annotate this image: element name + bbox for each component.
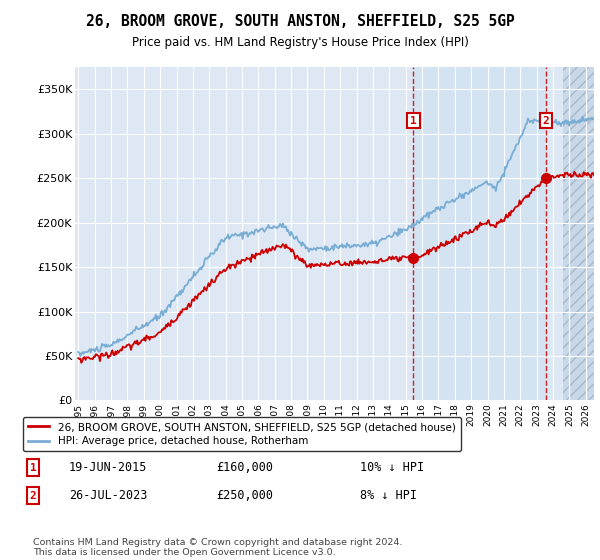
Text: 26-JUL-2023: 26-JUL-2023 (69, 489, 148, 502)
Legend: 26, BROOM GROVE, SOUTH ANSTON, SHEFFIELD, S25 5GP (detached house), HPI: Average: 26, BROOM GROVE, SOUTH ANSTON, SHEFFIELD… (23, 417, 461, 451)
Text: 10% ↓ HPI: 10% ↓ HPI (360, 461, 424, 474)
Text: 1: 1 (29, 463, 37, 473)
Text: £250,000: £250,000 (216, 489, 273, 502)
Text: 26, BROOM GROVE, SOUTH ANSTON, SHEFFIELD, S25 5GP: 26, BROOM GROVE, SOUTH ANSTON, SHEFFIELD… (86, 14, 514, 29)
Text: 2: 2 (542, 115, 550, 125)
Text: 8% ↓ HPI: 8% ↓ HPI (360, 489, 417, 502)
Bar (563, 67, 594, 400)
Text: Contains HM Land Registry data © Crown copyright and database right 2024.
This d: Contains HM Land Registry data © Crown c… (33, 538, 403, 557)
Text: 2: 2 (29, 491, 37, 501)
Text: Price paid vs. HM Land Registry's House Price Index (HPI): Price paid vs. HM Land Registry's House … (131, 36, 469, 49)
Text: 1: 1 (410, 115, 417, 125)
Bar (413, 67, 546, 400)
Text: £160,000: £160,000 (216, 461, 273, 474)
Text: 19-JUN-2015: 19-JUN-2015 (69, 461, 148, 474)
